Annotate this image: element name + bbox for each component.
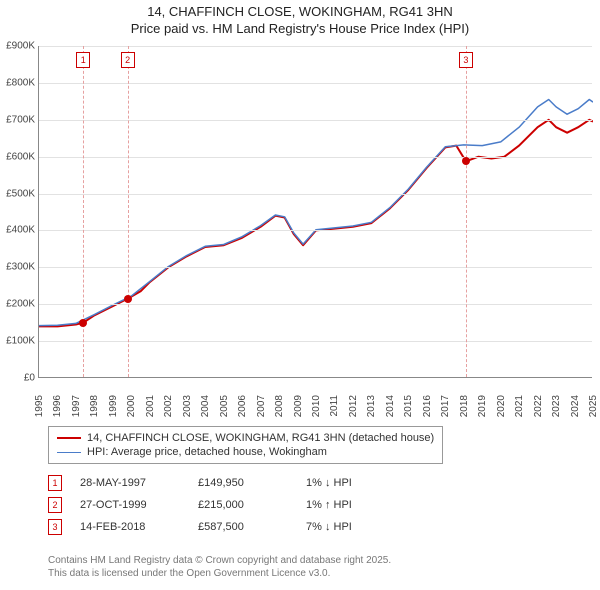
x-axis-label: 2020 (496, 395, 507, 417)
chart-marker-dot (79, 319, 87, 327)
x-axis-label: 2016 (422, 395, 433, 417)
x-axis-label: 2010 (311, 395, 322, 417)
x-axis-label: 2013 (366, 395, 377, 417)
y-axis-label: £800K (1, 77, 35, 88)
table-row: 1 28-MAY-1997 £149,950 1% ↓ HPI (48, 472, 396, 494)
x-axis-label: 1998 (89, 395, 100, 417)
y-axis-label: £0 (1, 373, 35, 384)
x-axis-label: 2021 (514, 395, 525, 417)
cell-date: 28-MAY-1997 (80, 477, 180, 489)
x-axis-label: 2023 (551, 395, 562, 417)
x-axis-label: 2011 (329, 395, 340, 417)
chart-marker-flag: 3 (459, 52, 473, 68)
legend-item: HPI: Average price, detached house, Woki… (57, 445, 434, 459)
x-axis-label: 2018 (459, 395, 470, 417)
y-axis-label: £400K (1, 225, 35, 236)
y-axis-label: £700K (1, 114, 35, 125)
cell-delta: 1% ↑ HPI (306, 499, 396, 511)
x-axis-label: 2006 (237, 395, 248, 417)
x-axis-label: 2005 (219, 395, 230, 417)
x-axis-label: 2009 (293, 395, 304, 417)
title-line-2: Price paid vs. HM Land Registry's House … (0, 21, 600, 38)
y-axis-label: £900K (1, 41, 35, 52)
footnote-line: This data is licensed under the Open Gov… (48, 567, 391, 580)
table-row: 3 14-FEB-2018 £587,500 7% ↓ HPI (48, 516, 396, 538)
title-block: 14, CHAFFINCH CLOSE, WOKINGHAM, RG41 3HN… (0, 0, 600, 38)
cell-price: £149,950 (198, 477, 288, 489)
chart-area: £0£100K£200K£300K£400K£500K£600K£700K£80… (38, 46, 592, 378)
x-axis-label: 1995 (34, 395, 45, 417)
marker-badge: 2 (48, 497, 62, 513)
legend: 14, CHAFFINCH CLOSE, WOKINGHAM, RG41 3HN… (48, 426, 443, 464)
x-axis-label: 2012 (348, 395, 359, 417)
chart-marker-flag: 1 (76, 52, 90, 68)
chart-marker-dot (124, 295, 132, 303)
cell-delta: 7% ↓ HPI (306, 521, 396, 533)
x-axis-label: 2022 (533, 395, 544, 417)
x-axis-label: 2007 (256, 395, 267, 417)
x-axis-label: 2025 (588, 395, 599, 417)
cell-delta: 1% ↓ HPI (306, 477, 396, 489)
y-axis-label: £300K (1, 262, 35, 273)
y-axis-label: £200K (1, 299, 35, 310)
x-axis-label: 2017 (440, 395, 451, 417)
x-axis-label: 2003 (182, 395, 193, 417)
footnote-line: Contains HM Land Registry data © Crown c… (48, 554, 391, 567)
footnote: Contains HM Land Registry data © Crown c… (48, 554, 391, 580)
chart-marker-flag: 2 (121, 52, 135, 68)
marker-badge: 3 (48, 519, 62, 535)
legend-swatch (57, 452, 81, 453)
transactions-table: 1 28-MAY-1997 £149,950 1% ↓ HPI 2 27-OCT… (48, 472, 396, 538)
x-axis-label: 2014 (385, 395, 396, 417)
x-axis-label: 2002 (163, 395, 174, 417)
x-axis-label: 2015 (403, 395, 414, 417)
cell-date: 27-OCT-1999 (80, 499, 180, 511)
x-axis-label: 2008 (274, 395, 285, 417)
x-axis-label: 2001 (145, 395, 156, 417)
cell-price: £215,000 (198, 499, 288, 511)
series-line (39, 100, 593, 326)
x-axis-label: 1996 (52, 395, 63, 417)
x-axis-label: 1999 (108, 395, 119, 417)
legend-swatch (57, 437, 81, 439)
legend-label: 14, CHAFFINCH CLOSE, WOKINGHAM, RG41 3HN… (87, 432, 434, 444)
x-axis-label: 2000 (126, 395, 137, 417)
y-axis-label: £600K (1, 151, 35, 162)
x-axis-label: 1997 (71, 395, 82, 417)
table-row: 2 27-OCT-1999 £215,000 1% ↑ HPI (48, 494, 396, 516)
chart-container: 14, CHAFFINCH CLOSE, WOKINGHAM, RG41 3HN… (0, 0, 600, 590)
x-axis-label: 2004 (200, 395, 211, 417)
chart-marker-dot (462, 157, 470, 165)
title-line-1: 14, CHAFFINCH CLOSE, WOKINGHAM, RG41 3HN (0, 4, 600, 21)
series-line (39, 120, 593, 327)
legend-item: 14, CHAFFINCH CLOSE, WOKINGHAM, RG41 3HN… (57, 431, 434, 445)
chart-svg (39, 46, 593, 378)
y-axis-label: £500K (1, 188, 35, 199)
cell-price: £587,500 (198, 521, 288, 533)
y-axis-label: £100K (1, 336, 35, 347)
x-axis-label: 2024 (570, 395, 581, 417)
cell-date: 14-FEB-2018 (80, 521, 180, 533)
x-axis-label: 2019 (477, 395, 488, 417)
legend-label: HPI: Average price, detached house, Woki… (87, 446, 327, 458)
marker-badge: 1 (48, 475, 62, 491)
